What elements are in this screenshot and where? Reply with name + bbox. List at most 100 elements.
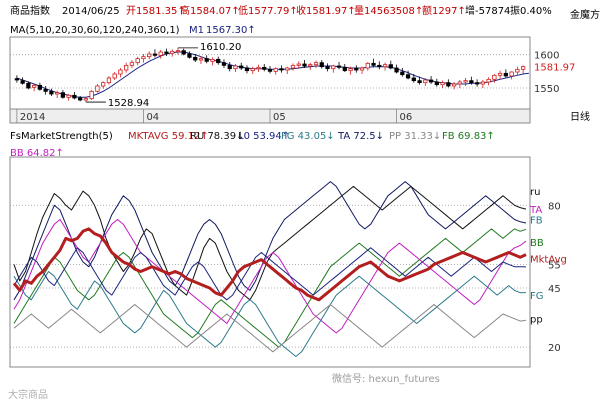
candle-body (175, 50, 181, 53)
candle (170, 49, 175, 57)
candle-body (239, 65, 244, 69)
candle-body (290, 64, 296, 69)
candle-body (49, 90, 54, 95)
candle-body (193, 56, 198, 61)
candle (43, 86, 48, 95)
candle (20, 77, 25, 85)
candle-body (262, 66, 267, 70)
candle (49, 88, 54, 96)
candle-body (60, 92, 66, 98)
header-high: 高1584.07↑ (180, 4, 240, 17)
candle (308, 62, 313, 70)
candle-body (14, 78, 20, 81)
candle-body (451, 83, 457, 87)
candle-body (244, 67, 250, 72)
legend-entry: L0 53.94↑ (238, 131, 290, 142)
candle (129, 60, 135, 68)
header-date: 2014/06/25 (62, 6, 120, 17)
candle-body (181, 50, 186, 55)
legend-entry: MKTAVG 59.12↑ (128, 131, 209, 142)
candle-body (55, 92, 60, 95)
series-line-pp (13, 304, 527, 353)
candle-body (198, 58, 204, 61)
candle (302, 60, 307, 68)
candle (72, 92, 77, 100)
candle-body (469, 80, 474, 84)
legend-entry: BB 64.82↑ (10, 148, 64, 159)
header-volume: 量14563508↑ (354, 5, 423, 17)
candle-body (388, 64, 393, 69)
candle (112, 72, 117, 80)
header-title: 商品指数 (10, 4, 50, 17)
candle-body (354, 68, 359, 71)
candle (440, 80, 445, 88)
month-label: 06 (400, 112, 413, 123)
candle (515, 66, 520, 76)
candle-body (83, 98, 89, 101)
candle-body (227, 64, 232, 70)
candle (262, 64, 267, 72)
candle-body (124, 64, 129, 71)
candle (233, 64, 238, 72)
candle-body (106, 77, 112, 84)
candle (198, 56, 204, 64)
candle-body (319, 62, 324, 68)
header-increase: 增-57874 (465, 4, 510, 17)
right-label-fb: FB (530, 215, 543, 226)
candle (354, 65, 359, 73)
candle (147, 51, 152, 60)
candle (66, 94, 71, 101)
corner-mark: 大宗商品 (8, 388, 48, 401)
candle (204, 55, 209, 64)
candle (503, 69, 508, 78)
candle (267, 66, 273, 74)
candle-body (216, 58, 221, 64)
candle (118, 68, 123, 78)
candle-body (118, 69, 123, 75)
candle-body (348, 68, 353, 72)
legend-entry: FsMarketStrength(5) (10, 131, 113, 142)
candle-body (187, 53, 192, 58)
candle-body (342, 66, 347, 72)
candle (371, 58, 376, 68)
candle-body (515, 68, 520, 73)
annotation-label: 1610.20 (200, 42, 241, 53)
candle-body (170, 50, 175, 54)
candle-body (486, 78, 491, 83)
month-label: 2014 (20, 112, 45, 123)
candle (319, 60, 324, 69)
indicator-y-tick: 45 (548, 284, 561, 295)
candle-body (66, 94, 71, 98)
period-label[interactable]: 日线 (570, 110, 590, 123)
watermark: 微信号: hexun_futures (332, 372, 440, 385)
candle (365, 62, 370, 71)
candle (296, 61, 301, 69)
indicator-lines (12, 181, 527, 357)
candle-body (382, 64, 388, 68)
right-label-mktavg: MktAvg (530, 254, 567, 265)
right-label-ta: TA (529, 205, 542, 216)
candle-body (256, 66, 261, 70)
header-low: 低1577.79↑ (238, 4, 298, 17)
candle (313, 60, 319, 68)
candle-body (509, 71, 514, 77)
candle (423, 78, 428, 86)
candle (463, 78, 468, 86)
candle-body (365, 62, 370, 69)
candle-body (89, 90, 94, 100)
indicator-frame (9, 156, 531, 368)
candle-body (101, 82, 106, 87)
candle-body (250, 68, 255, 72)
header-source: 金魔方 (570, 8, 600, 21)
header-close: 收1581.97↑ (296, 4, 356, 17)
candle (89, 90, 94, 100)
right-label-ru: ru (530, 187, 540, 198)
candle (480, 80, 485, 88)
legend-entry: PP 31.33↓ (389, 131, 441, 142)
indicator-legend: FsMarketStrength(5) MKTAVG 59.12↑RU 78.39… (10, 131, 495, 159)
candle (411, 74, 416, 83)
